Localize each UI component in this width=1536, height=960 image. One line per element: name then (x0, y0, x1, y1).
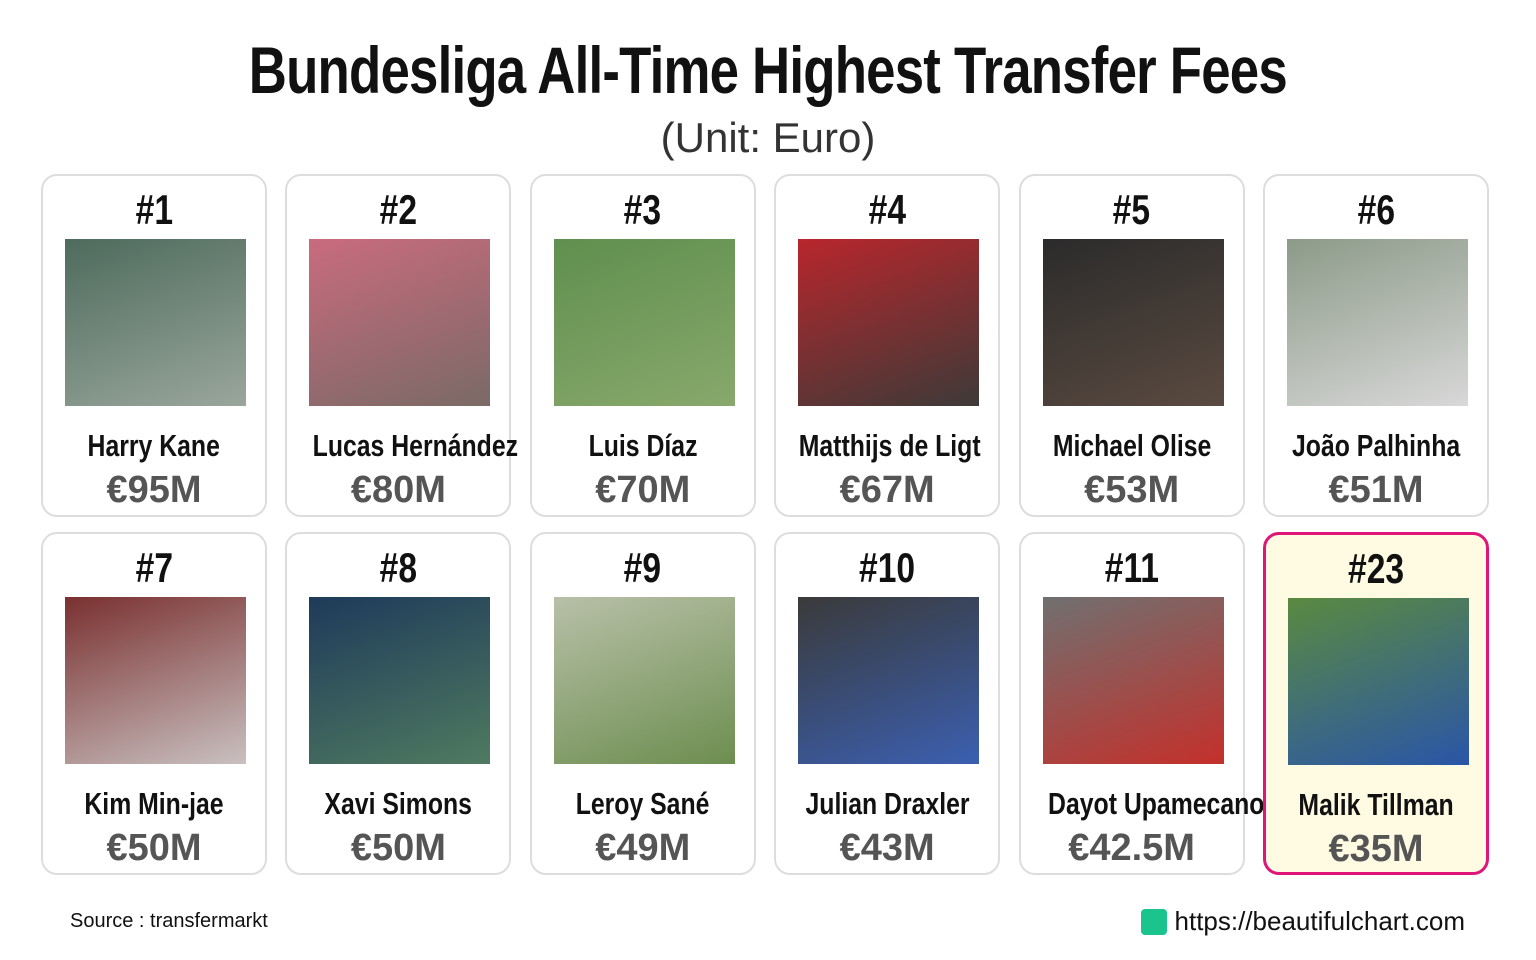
rank-text: #3 (624, 186, 662, 233)
rank: #10 (776, 544, 998, 592)
transfer-fee: €53M (1084, 469, 1180, 511)
transfer-fee: €43M (839, 827, 935, 869)
rank-text: #6 (1357, 186, 1395, 233)
player-card: #8 Xavi Simons €50M (285, 532, 512, 875)
player-card: #2 Lucas Hernández €80M (285, 174, 518, 517)
player-name: Xavi Simons (287, 786, 509, 822)
player-name: Dayot Upamecano (1021, 786, 1264, 822)
transfer-fee: €50M (106, 827, 202, 869)
player-name: João Palhinha (1265, 428, 1487, 464)
player-photo (553, 239, 735, 406)
rank-text: #2 (379, 186, 418, 233)
player-photo (309, 239, 491, 406)
player-name-text: Malik Tillman (1298, 787, 1454, 822)
rank-text: #5 (1112, 186, 1151, 233)
transfer-fee: €51M (1328, 469, 1424, 511)
transfer-fee: €67M (839, 469, 935, 511)
rank: #4 (776, 186, 998, 234)
transfer-fee: €50M (350, 827, 446, 869)
rank: #1 (43, 186, 265, 234)
logo (1140, 908, 1167, 935)
player-photo (1287, 239, 1468, 406)
player-card: #10 Julian Draxler €43M (774, 532, 1001, 875)
player-name-text: Dayot Upamecano (1047, 786, 1265, 821)
player-name-text: João Palhinha (1291, 428, 1461, 463)
source: Source : transfermarkt (70, 910, 268, 932)
player-photo (65, 597, 246, 764)
rank: #11 (1021, 544, 1243, 592)
rank: #23 (1266, 545, 1486, 593)
rank-text: #7 (135, 544, 173, 591)
rank-text: #4 (868, 186, 906, 233)
rank: #6 (1265, 186, 1487, 234)
player-name: Lucas Hernández (287, 428, 518, 464)
player-card: #4 Matthijs de Ligt €67M (774, 174, 1001, 517)
player-name-text: Michael Olise (1052, 428, 1211, 463)
rank-text: #1 (135, 186, 173, 233)
player-name: Julian Draxler (776, 786, 998, 822)
site-link: https://beautifulchart.com (1140, 906, 1465, 937)
player-card: #1 Harry Kane €95M (41, 174, 267, 517)
player-name-text: Kim Min-jae (84, 786, 224, 821)
rank-text: #9 (624, 544, 662, 591)
transfer-fee: €80M (350, 469, 446, 511)
subtitle: (Unit: Euro) (660, 114, 876, 161)
player-name-text: Julian Draxler (805, 786, 970, 821)
rank-text: #10 (859, 544, 916, 591)
rank-text: #23 (1347, 545, 1405, 592)
player-card: #7 Kim Min-jae €50M (41, 532, 267, 875)
player-name: Harry Kane (43, 428, 265, 464)
transfer-fee: €35M (1328, 828, 1424, 870)
title: Bundesliga All-Time Highest Transfer Fee… (248, 33, 1288, 107)
player-card: #23 Malik Tillman €35M (1263, 532, 1489, 875)
rank: #2 (287, 186, 509, 234)
player-name-text: Matthijs de Ligt (798, 428, 981, 463)
player-photo (65, 239, 246, 406)
transfer-fee: €95M (106, 469, 202, 511)
player-photo (798, 239, 980, 406)
player-name: Matthijs de Ligt (776, 428, 998, 464)
rank: #3 (532, 186, 754, 234)
rank-text: #11 (1104, 544, 1159, 591)
rank: #8 (287, 544, 509, 592)
player-photo (553, 597, 735, 764)
player-photo (1288, 598, 1469, 765)
player-name-text: Lucas Hernández (313, 428, 519, 463)
player-card: #5 Michael Olise €53M (1018, 174, 1245, 517)
player-name-text: Harry Kane (87, 428, 221, 463)
player-name: Malik Tillman (1266, 787, 1486, 823)
player-name-text: Leroy Sané (575, 786, 710, 821)
player-photo (1042, 239, 1224, 406)
player-name-text: Xavi Simons (324, 786, 473, 821)
transfer-fee: €70M (595, 469, 691, 511)
player-photo (798, 597, 980, 764)
url: https://beautifulchart.com (1174, 906, 1465, 936)
player-name: Leroy Sané (532, 786, 754, 822)
player-name: Kim Min-jae (43, 786, 265, 822)
rank: #7 (43, 544, 265, 592)
rank-text: #8 (379, 544, 418, 591)
player-photo (1042, 597, 1224, 764)
player-name: Michael Olise (1021, 428, 1243, 464)
player-name-text: Luis Díaz (588, 428, 698, 463)
player-photo (309, 597, 491, 764)
rank: #5 (1021, 186, 1243, 234)
player-card: #3 Luis Díaz €70M (529, 174, 756, 517)
transfer-fee: €49M (595, 827, 691, 869)
player-name: Luis Díaz (532, 428, 754, 464)
rank: #9 (532, 544, 754, 592)
player-card: #9 Leroy Sané €49M (529, 532, 756, 875)
transfer-fee: €42.5M (1068, 827, 1195, 869)
player-card: #6 João Palhinha €51M (1263, 174, 1489, 517)
player-card: #11 Dayot Upamecano €42.5M (1018, 532, 1264, 875)
